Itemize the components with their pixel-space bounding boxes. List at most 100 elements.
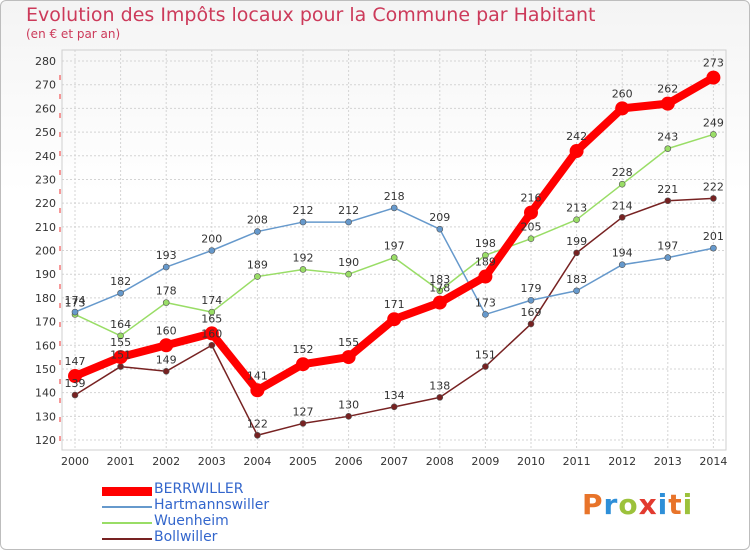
data-point-berrwiller [478, 269, 493, 284]
data-point-bollwiller [117, 363, 124, 370]
data-point-berrwiller [615, 101, 630, 116]
y-tick-label: 200 [35, 245, 56, 258]
logo-letter: x [638, 488, 658, 521]
data-label-berrwiller: 141 [247, 369, 268, 382]
data-point-berrwiller [432, 295, 447, 310]
legend-swatch [102, 522, 152, 524]
data-point-hartmannswiller [573, 287, 580, 295]
data-label-bollwiller: 151 [475, 349, 496, 362]
x-tick-label: 2001 [107, 455, 135, 468]
x-tick-label: 2000 [61, 455, 89, 468]
data-label-bollwiller: 214 [612, 199, 633, 212]
proxiti-logo: Proxiti [582, 488, 693, 521]
x-tick-label: 2002 [152, 455, 180, 468]
x-tick-label: 2003 [198, 455, 226, 468]
legend-swatch [102, 538, 152, 540]
data-point-bollwiller [527, 320, 535, 328]
data-point-hartmannswiller [482, 311, 489, 318]
data-label-bollwiller: 160 [201, 327, 222, 340]
data-point-berrwiller [660, 96, 675, 111]
data-label-berrwiller: 152 [293, 343, 314, 356]
axes: 120 130 140 150 160 170 180 190 200 210 220 230 240 2… [35, 49, 727, 468]
data-label-bollwiller: 149 [156, 353, 177, 366]
data-point-berrwiller [113, 350, 128, 365]
data-label-hartmannswiller: 173 [475, 296, 496, 309]
logo-letter: P [582, 488, 604, 521]
data-label-bollwiller: 134 [384, 389, 405, 402]
data-label-wuenheim: 174 [201, 294, 222, 307]
x-tick-label: 2009 [471, 455, 499, 468]
data-point-bollwiller [299, 420, 307, 427]
data-point-bollwiller [345, 413, 352, 420]
data-point-hartmannswiller [664, 254, 672, 261]
data-label-berrwiller: 147 [65, 355, 86, 368]
logo-letter: t [668, 488, 683, 521]
x-tick-label: 2014 [699, 455, 727, 468]
data-point-berrwiller [250, 383, 265, 398]
data-point-bollwiller [482, 363, 489, 370]
data-label-hartmannswiller: 182 [110, 275, 131, 288]
data-label-wuenheim: 205 [521, 221, 542, 234]
data-label-wuenheim: 183 [429, 273, 450, 286]
data-label-hartmannswiller: 212 [293, 204, 314, 217]
data-label-hartmannswiller: 194 [612, 247, 633, 260]
y-tick-label: 150 [35, 363, 56, 376]
data-label-berrwiller: 155 [338, 336, 359, 349]
data-label-berrwiller: 165 [201, 312, 222, 325]
data-label-bollwiller: 169 [521, 306, 542, 319]
data-point-wuenheim [482, 251, 489, 259]
data-label-wuenheim: 190 [338, 256, 359, 269]
data-label-hartmannswiller: 212 [338, 204, 359, 217]
data-label-berrwiller: 216 [521, 192, 542, 205]
data-label-wuenheim: 197 [384, 240, 405, 253]
data-point-bollwiller [254, 431, 261, 439]
data-point-berrwiller [68, 369, 82, 384]
data-point-hartmannswiller [71, 308, 79, 316]
data-point-wuenheim [573, 216, 580, 224]
x-tick-label: 2012 [608, 455, 636, 468]
data-point-bollwiller [436, 394, 444, 401]
data-label-bollwiller: 122 [247, 417, 268, 430]
data-point-bollwiller [573, 249, 580, 257]
data-label-berrwiller: 160 [156, 324, 177, 337]
data-label-berrwiller: 155 [110, 336, 131, 349]
legend-label: Bollwiller [154, 529, 218, 545]
data-point-wuenheim [208, 308, 216, 316]
data-point-bollwiller [162, 368, 170, 375]
x-tick-label: 2004 [243, 455, 271, 468]
data-point-berrwiller [706, 70, 721, 85]
logo-letter: r [603, 488, 619, 521]
y-tick-label: 230 [35, 173, 56, 186]
data-point-hartmannswiller [436, 225, 444, 233]
data-label-berrwiller: 171 [384, 298, 405, 311]
data-point-bollwiller [710, 195, 717, 202]
data-point-wuenheim [254, 273, 261, 280]
data-point-hartmannswiller [390, 204, 398, 212]
data-point-wuenheim [710, 131, 717, 138]
data-label-wuenheim: 189 [247, 259, 268, 272]
data-point-hartmannswiller [527, 296, 535, 304]
y-tick-label: 160 [35, 339, 56, 352]
plot-border [61, 49, 727, 451]
data-label-berrwiller: 242 [566, 130, 587, 143]
data-point-berrwiller [296, 357, 310, 372]
data-point-hartmannswiller [345, 218, 352, 226]
data-label-hartmannswiller: 174 [65, 294, 86, 307]
data-label-berrwiller: 189 [475, 256, 496, 269]
data-label-wuenheim: 178 [156, 285, 177, 298]
y-tick-label: 240 [35, 150, 56, 163]
data-point-berrwiller [569, 144, 584, 159]
logo-letter: o [618, 488, 639, 521]
y-tick-label: 180 [35, 292, 56, 305]
data-label-berrwiller: 262 [657, 83, 678, 96]
data-point-wuenheim [117, 332, 124, 340]
data-label-bollwiller: 199 [566, 235, 587, 248]
data-label-wuenheim: 243 [657, 131, 678, 144]
data-label-bollwiller: 221 [657, 183, 678, 196]
data-point-berrwiller [524, 205, 538, 220]
data-label-wuenheim: 164 [110, 318, 131, 331]
data-label-bollwiller: 139 [65, 377, 86, 390]
data-label-hartmannswiller: 197 [657, 240, 678, 253]
